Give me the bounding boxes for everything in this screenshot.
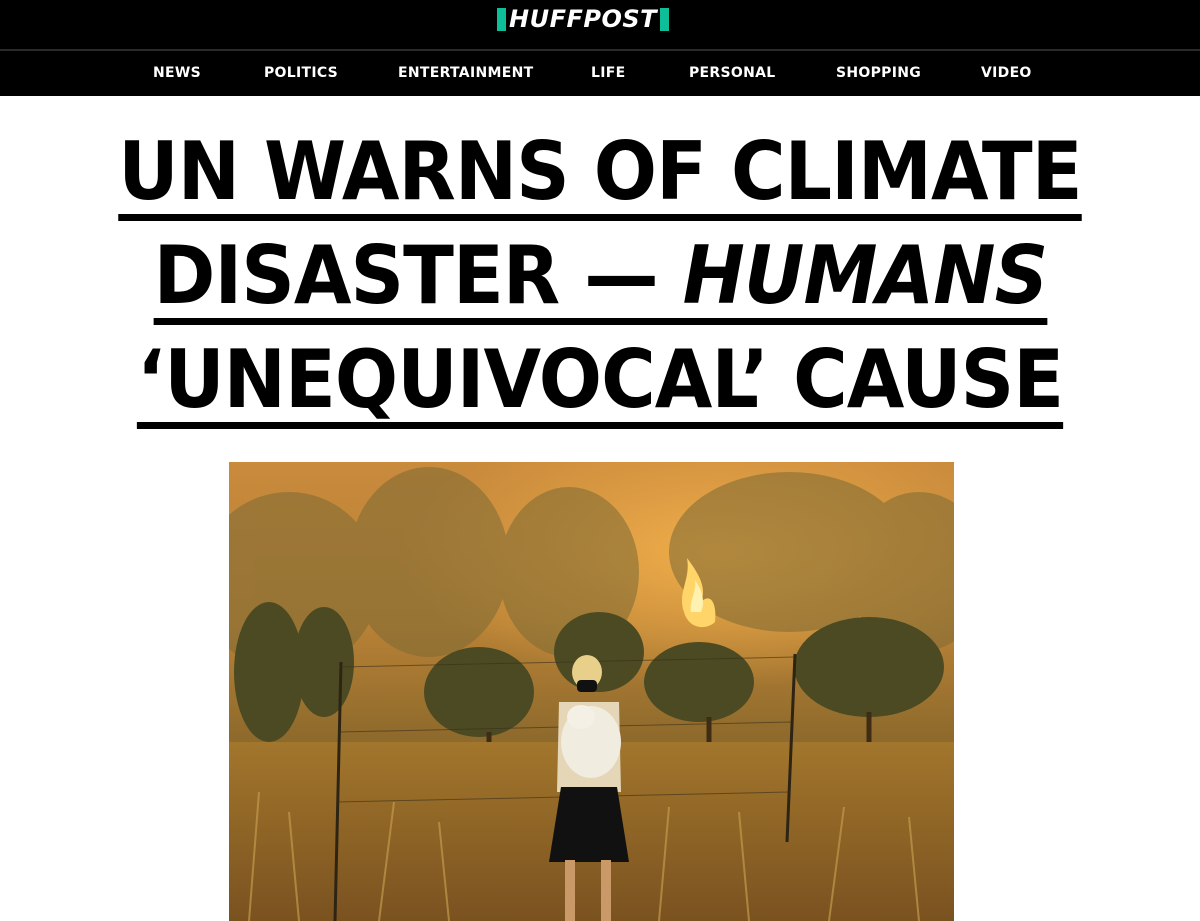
logo-text: HUFFPOST <box>509 5 658 33</box>
nav-personal[interactable]: PERSONAL <box>689 65 776 81</box>
headline-line-3: ‘UNEQUIVOCAL’ CAUSE <box>0 338 1200 442</box>
main-nav: NEWS POLITICS ENTERTAINMENT LIFE PERSONA… <box>0 51 1200 96</box>
person-with-dog-icon <box>549 655 629 921</box>
logo-left-bar <box>497 7 506 31</box>
nav-shopping[interactable]: SHOPPING <box>836 65 922 81</box>
headline-line-2: DISASTER — HUMANS <box>0 234 1200 338</box>
nav-politics[interactable]: POLITICS <box>264 65 339 81</box>
nav-entertainment[interactable]: ENTERTAINMENT <box>398 65 534 81</box>
huffpost-logo[interactable]: HUFFPOST <box>497 5 670 33</box>
site-header: HUFFPOST <box>0 0 1200 49</box>
nav-video[interactable]: VIDEO <box>981 65 1032 81</box>
headline-text-2[interactable]: DISASTER — HUMANS <box>153 234 1048 325</box>
headline-text-3[interactable]: ‘UNEQUIVOCAL’ CAUSE <box>136 338 1064 429</box>
headline-text-1[interactable]: UN WARNS OF CLIMATE <box>118 130 1083 221</box>
headline-text-2-plain: DISASTER — <box>153 229 683 322</box>
article-headline[interactable]: UN WARNS OF CLIMATE DISASTER — HUMANS ‘U… <box>0 130 1200 442</box>
nav-life[interactable]: LIFE <box>591 65 626 81</box>
nav-news[interactable]: NEWS <box>153 65 202 81</box>
logo-right-bar <box>660 7 670 31</box>
wildfire-photo[interactable] <box>229 462 954 921</box>
photo-illustration <box>229 462 954 921</box>
headline-text-2-italic: HUMANS <box>682 229 1048 322</box>
fire-icon <box>682 558 716 628</box>
headline-line-1: UN WARNS OF CLIMATE <box>0 130 1200 234</box>
header-divider <box>0 49 1200 51</box>
